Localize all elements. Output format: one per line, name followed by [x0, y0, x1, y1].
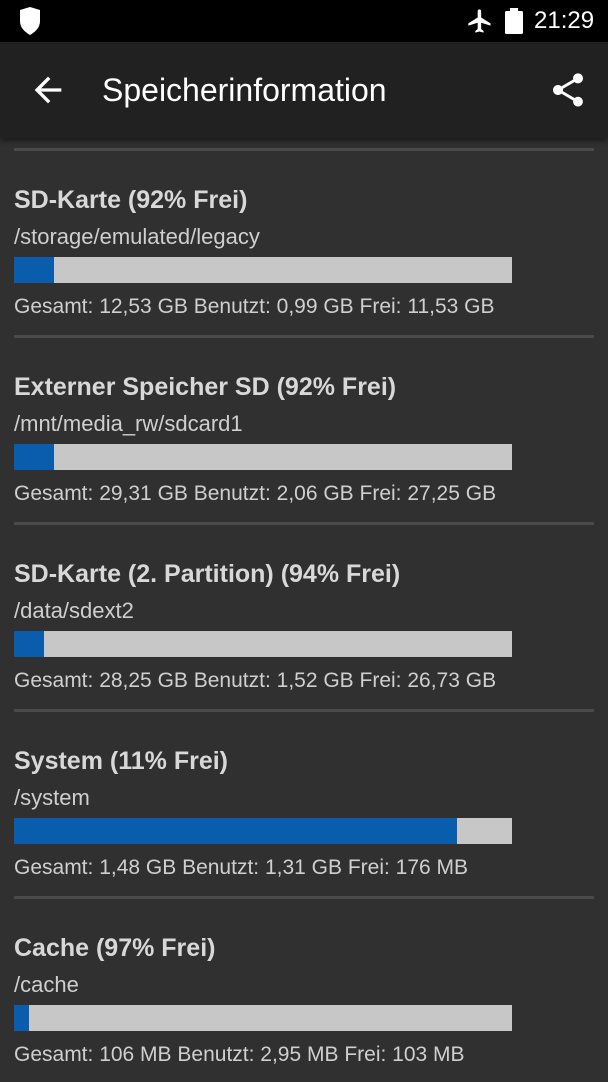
shield-icon: [20, 7, 40, 35]
storage-path: /cache: [14, 972, 79, 997]
storage-details: Gesamt: 1,48 GB Benutzt: 1,31 GB Frei: 1…: [14, 856, 469, 879]
storage-path: /mnt/media_rw/sdcard1: [14, 411, 243, 436]
divider: [14, 709, 594, 712]
storage-item-external-sd: Externer Speicher SD (92% Frei) /mnt/med…: [14, 335, 594, 521]
usage-bar: [14, 257, 512, 283]
usage-bar: [14, 631, 512, 657]
storage-item-cache: Cache (97% Frei) /cache Gesamt: 106 MB B…: [14, 896, 594, 1082]
status-time: 21:29: [534, 7, 595, 34]
share-icon[interactable]: [548, 70, 588, 110]
storage-details: Gesamt: 106 MB Benutzt: 2,95 MB Frei: 10…: [14, 1043, 465, 1066]
divider: [14, 896, 594, 899]
page-title: Speicherinformation: [102, 72, 387, 108]
storage-item-system: System (11% Frei) /system Gesamt: 1,48 G…: [14, 709, 594, 895]
battery-icon: [505, 8, 523, 34]
usage-bar-fill: [14, 1005, 29, 1031]
storage-details: Gesamt: 12,53 GB Benutzt: 0,99 GB Frei: …: [14, 295, 495, 318]
storage-path: /storage/emulated/legacy: [14, 224, 260, 249]
usage-bar-fill: [14, 257, 54, 283]
usage-bar: [14, 1005, 512, 1031]
status-bar: 21:29: [0, 0, 608, 42]
storage-name: Cache (97% Frei): [14, 934, 216, 962]
storage-name: Externer Speicher SD (92% Frei): [14, 373, 397, 401]
storage-path: /data/sdext2: [14, 598, 134, 623]
airplane-mode-icon: [468, 9, 491, 33]
usage-bar-fill: [14, 444, 54, 470]
storage-item-sd-card: SD-Karte (92% Frei) /storage/emulated/le…: [14, 148, 594, 334]
usage-bar-fill: [14, 631, 44, 657]
divider: [14, 148, 594, 151]
usage-bar: [14, 444, 512, 470]
storage-item-sd-partition-2: SD-Karte (2. Partition) (94% Frei) /data…: [14, 522, 594, 708]
app-bar: Speicherinformation: [0, 42, 608, 138]
divider: [14, 522, 594, 525]
storage-list: SD-Karte (92% Frei) /storage/emulated/le…: [0, 138, 608, 1080]
storage-name: System (11% Frei): [14, 747, 228, 775]
usage-bar: [14, 818, 512, 844]
usage-bar-fill: [14, 818, 458, 844]
storage-details: Gesamt: 29,31 GB Benutzt: 2,06 GB Frei: …: [14, 482, 497, 505]
storage-name: SD-Karte (92% Frei): [14, 186, 248, 214]
storage-details: Gesamt: 28,25 GB Benutzt: 1,52 GB Frei: …: [14, 669, 497, 692]
divider: [14, 335, 594, 338]
arrow-back-icon[interactable]: [28, 70, 68, 110]
storage-name: SD-Karte (2. Partition) (94% Frei): [14, 560, 401, 588]
storage-path: /system: [14, 785, 90, 810]
